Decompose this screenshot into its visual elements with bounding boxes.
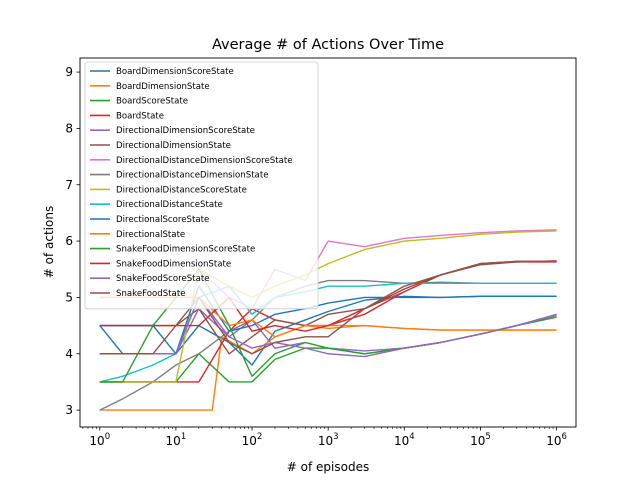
y-tick-label: 7 — [65, 178, 73, 192]
legend-box — [84, 61, 319, 310]
legend-label: DirectionalState — [116, 230, 185, 240]
legend-label: BoardDimensionScoreState — [116, 67, 234, 77]
x-tick-label: 102 — [242, 432, 263, 448]
y-tick-label: 5 — [65, 290, 73, 304]
legend: BoardDimensionScoreState BoardDimensionSt… — [84, 61, 319, 310]
x-tick-label: 105 — [470, 432, 491, 448]
x-tick-label: 103 — [318, 432, 339, 448]
legend-label: DirectionalDistanceScoreState — [116, 185, 247, 195]
legend-label: SnakeFoodDimensionState — [116, 259, 231, 269]
legend-label: DirectionalDimensionState — [116, 141, 231, 151]
series-line-4 — [99, 307, 557, 355]
x-axis-title: # of episodes — [287, 460, 369, 474]
x-axis: 100 101 102 103 104 105 106 — [82, 427, 567, 448]
x-tick-label: 100 — [89, 432, 110, 448]
legend-label: SnakeFoodDimensionScoreState — [116, 245, 255, 255]
x-tick-label: 104 — [394, 432, 415, 448]
legend-label: DirectionalDistanceState — [116, 200, 223, 210]
y-tick-label: 8 — [65, 121, 73, 135]
series-line-15 — [99, 260, 557, 355]
y-axis-title: # of actions — [42, 206, 56, 278]
y-tick-label: 6 — [65, 234, 73, 248]
legend-label: BoardScoreState — [116, 97, 188, 107]
series-line-1 — [99, 324, 557, 411]
legend-label: BoardState — [116, 111, 164, 121]
x-tick-label: 101 — [166, 432, 187, 448]
x-tick-label: 106 — [546, 432, 567, 448]
legend-label: DirectionalDimensionScoreState — [116, 126, 255, 136]
y-tick-label: 4 — [65, 347, 73, 361]
legend-label: SnakeFoodState — [116, 289, 185, 299]
legend-label: SnakeFoodScoreState — [116, 274, 210, 284]
y-tick-label: 3 — [65, 403, 73, 417]
legend-label: DirectionalDistanceDimensionState — [116, 171, 268, 181]
y-tick-label: 9 — [65, 65, 73, 79]
series-line-14 — [99, 296, 557, 358]
legend-label: DirectionalDistanceDimensionScoreState — [116, 156, 293, 166]
series-line-2 — [99, 316, 557, 383]
legend-label: BoardDimensionState — [116, 82, 210, 92]
y-axis: 3 4 5 6 7 8 9 — [65, 65, 80, 417]
chart-title: Average # of Actions Over Time — [212, 37, 444, 53]
legend-label: DirectionalScoreState — [116, 215, 209, 225]
